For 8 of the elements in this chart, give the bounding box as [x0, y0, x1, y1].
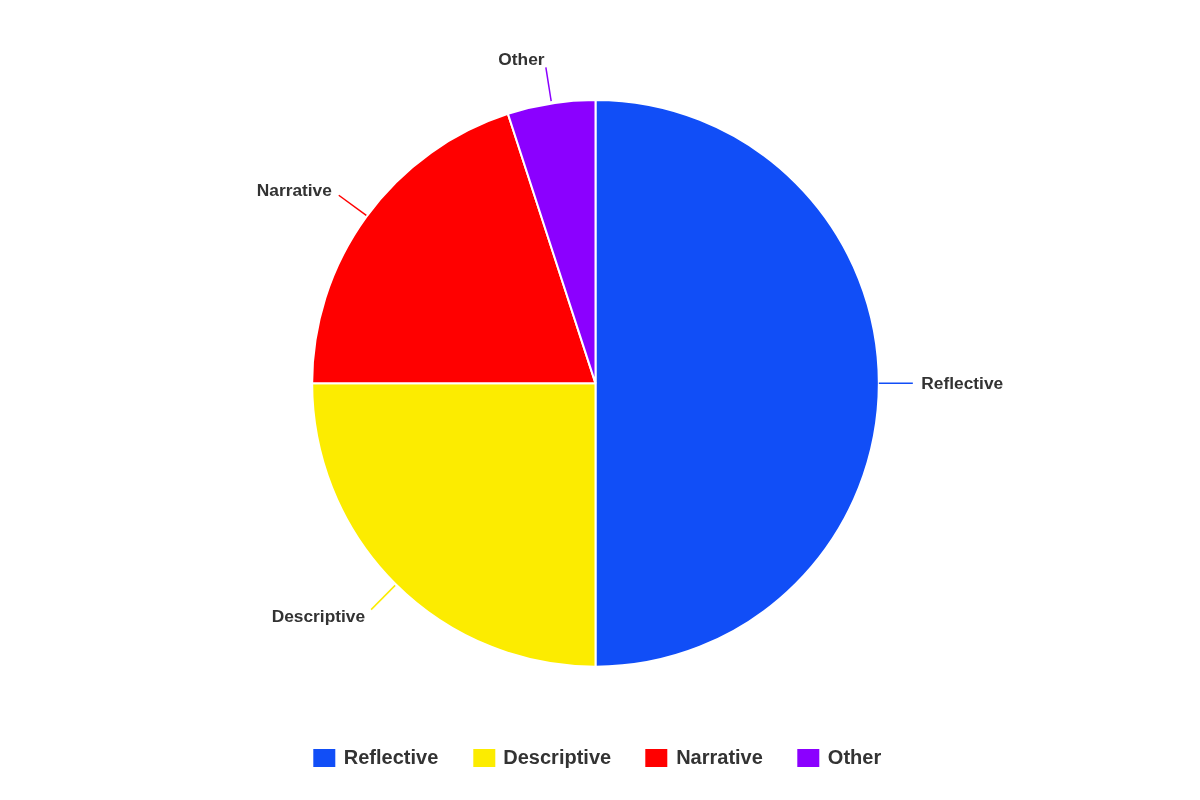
slice-label: Reflective [921, 373, 1004, 394]
legend-label: Other [827, 746, 882, 769]
legend-label: Reflective [343, 746, 439, 769]
slice-label: Narrative [256, 180, 333, 201]
legend-label: Narrative [676, 746, 763, 769]
slice-label: Other [498, 48, 545, 69]
legend-label: Descriptive [503, 746, 612, 769]
slice-label: Descriptive [271, 605, 366, 626]
